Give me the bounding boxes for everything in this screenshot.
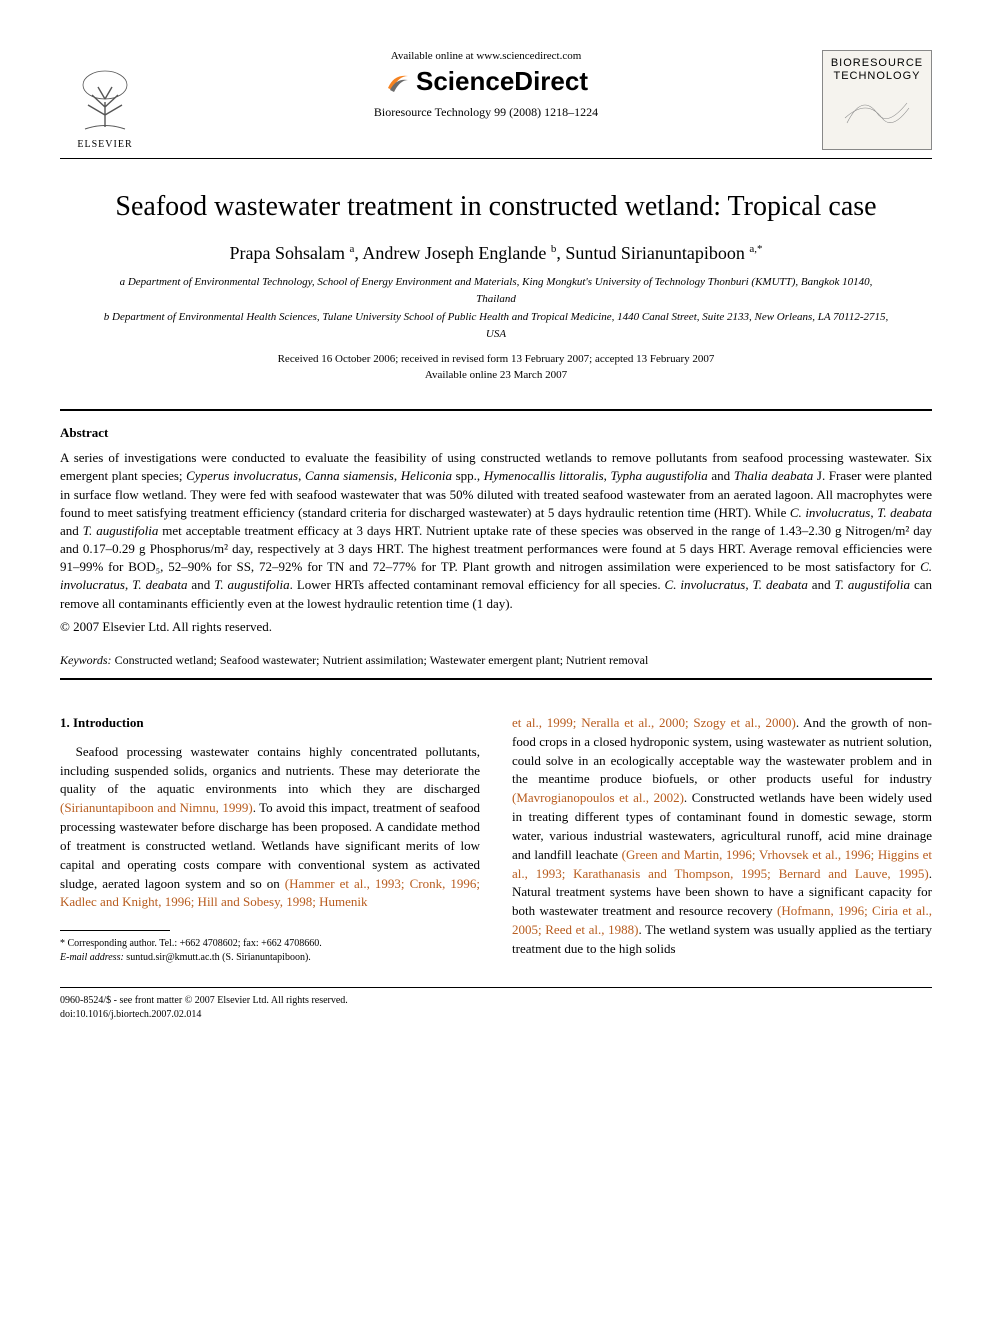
abstract-body: A series of investigations were conducte… (60, 449, 932, 613)
abstract-heading: Abstract (60, 425, 932, 441)
sciencedirect-swoosh-icon (384, 68, 412, 96)
affiliation-b: b Department of Environmental Health Sci… (100, 309, 892, 342)
email-tail: (S. Sirianuntapiboon). (220, 952, 311, 963)
elsevier-tree-icon (70, 67, 140, 137)
corresponding-author: * Corresponding author. Tel.: +662 47086… (60, 937, 480, 951)
dates-online: Available online 23 March 2007 (60, 368, 932, 383)
journal-citation: Bioresource Technology 99 (2008) 1218–12… (160, 105, 812, 120)
footnote-separator (60, 930, 170, 931)
email-label: E-mail address: (60, 952, 124, 963)
header-rule (60, 158, 932, 159)
intro-para-col2: et al., 1999; Neralla et al., 2000; Szog… (512, 714, 932, 959)
email-address: suntud.sir@kmutt.ac.th (126, 952, 219, 963)
footer-copyright: 0960-8524/$ - see front matter © 2007 El… (60, 994, 932, 1008)
authors-line: Prapa Sohsalam a, Andrew Joseph Englande… (60, 243, 932, 264)
footer-block: 0960-8524/$ - see front matter © 2007 El… (60, 994, 932, 1022)
intro-para-col1: Seafood processing wastewater contains h… (60, 743, 480, 913)
abstract-block: Abstract A series of investigations were… (60, 425, 932, 635)
column-left: 1. Introduction Seafood processing waste… (60, 714, 480, 965)
article-title: Seafood wastewater treatment in construc… (60, 189, 932, 225)
article-dates: Received 16 October 2006; received in re… (60, 352, 932, 383)
keywords-line: Keywords: Constructed wetland; Seafood w… (60, 653, 932, 668)
sciencedirect-logo: ScienceDirect (160, 66, 812, 97)
sciencedirect-text: ScienceDirect (416, 66, 588, 97)
available-online-text: Available online at www.sciencedirect.co… (160, 50, 812, 62)
affiliation-a: a Department of Environmental Technology… (100, 274, 892, 307)
column-right: et al., 1999; Neralla et al., 2000; Szog… (512, 714, 932, 965)
journal-cover-art-icon (837, 83, 917, 133)
journal-cover-title: BIORESOURCE TECHNOLOGY (827, 57, 927, 83)
header-row: ELSEVIER Available online at www.science… (60, 50, 932, 150)
footer-doi: doi:10.1016/j.biortech.2007.02.014 (60, 1008, 932, 1022)
footer-rule (60, 987, 932, 988)
dates-received: Received 16 October 2006; received in re… (60, 352, 932, 367)
footnote-block: * Corresponding author. Tel.: +662 47086… (60, 937, 480, 965)
intro-heading: 1. Introduction (60, 714, 480, 733)
abstract-copyright: © 2007 Elsevier Ltd. All rights reserved… (60, 619, 932, 635)
keywords-label: Keywords: (60, 653, 112, 667)
elsevier-label: ELSEVIER (77, 139, 132, 150)
abstract-top-rule (60, 409, 932, 411)
corresponding-email-line: E-mail address: suntud.sir@kmutt.ac.th (… (60, 951, 480, 965)
body-columns: 1. Introduction Seafood processing waste… (60, 714, 932, 965)
keywords-list: Constructed wetland; Seafood wastewater;… (115, 653, 649, 667)
elsevier-logo: ELSEVIER (60, 50, 150, 150)
journal-cover: BIORESOURCE TECHNOLOGY (822, 50, 932, 150)
abstract-bottom-rule (60, 678, 932, 680)
center-header: Available online at www.sciencedirect.co… (150, 50, 822, 120)
